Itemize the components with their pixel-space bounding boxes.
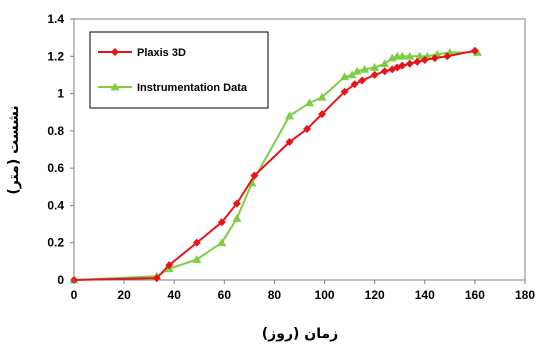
x-tick-label: 140 [415,288,435,302]
x-tick-label: 160 [465,288,485,302]
data-point [443,52,452,61]
x-tick-label: 60 [218,288,232,302]
x-axis-ticks: 0 20 40 60 80 100 120 140 160 180 [71,280,535,302]
data-point [285,138,294,147]
data-point [405,51,415,60]
legend-label: Plaxis 3D [137,47,186,59]
y-tick-label: 0.4 [47,198,64,212]
data-point [350,80,359,89]
series-plaxis-3d [70,46,479,284]
y-tick-label: 0.2 [47,236,64,250]
x-tick-label: 0 [71,288,78,302]
data-point [405,59,414,68]
x-tick-label: 40 [168,288,182,302]
x-tick-label: 180 [515,288,535,302]
data-point [352,66,362,75]
data-point [347,70,357,79]
data-point [305,98,315,107]
data-point [317,92,327,101]
y-tick-label: 1.2 [47,49,64,63]
x-tick-label: 120 [365,288,385,302]
legend-label: Instrumentation Data [137,82,248,94]
data-point [217,238,227,247]
data-point [232,199,241,208]
data-point [192,254,202,263]
legend-marker [110,82,120,91]
data-point [232,213,242,222]
legend-box [89,31,269,109]
data-point [397,51,407,60]
x-tick-label: 100 [315,288,335,302]
data-point [358,76,367,85]
data-point [370,62,380,71]
data-point [318,110,327,119]
data-point [165,261,174,270]
y-tick-label: 1 [57,87,64,101]
data-point [398,61,407,70]
data-point [284,111,294,120]
data-point [340,72,350,81]
data-point [152,274,161,283]
legend: Plaxis 3D Instrumentation Data [89,31,269,109]
data-point [420,56,429,65]
data-point [250,171,259,180]
series-layer [69,46,482,284]
x-tick-label: 20 [117,288,131,302]
x-axis-title: زمان (روز) [262,326,338,342]
legend-item: Plaxis 3D [98,47,186,59]
data-point [415,51,425,60]
data-point [360,64,370,73]
y-tick-label: 1.4 [47,12,64,26]
data-point [217,218,226,227]
data-point [380,59,390,68]
y-tick-label: 0.6 [47,161,64,175]
data-point [413,57,422,66]
data-point [340,87,349,96]
x-tick-label: 80 [268,288,282,302]
data-point [370,70,379,79]
y-axis-title: نشست (متر) [6,105,22,194]
y-tick-label: 0.8 [47,124,64,138]
data-point [380,67,389,76]
data-point [430,54,439,63]
y-tick-label: 0 [57,273,64,287]
data-point [192,238,201,247]
y-axis-ticks: 0 0.2 0.4 0.6 0.8 1 1.2 1.4 [47,12,74,287]
legend-items: Plaxis 3D Instrumentation Data [98,47,248,94]
data-point [470,46,479,55]
legend-item: Instrumentation Data [98,82,248,94]
data-point [303,124,312,133]
legend-marker [111,48,119,56]
series-instrumentation-data [69,48,482,284]
